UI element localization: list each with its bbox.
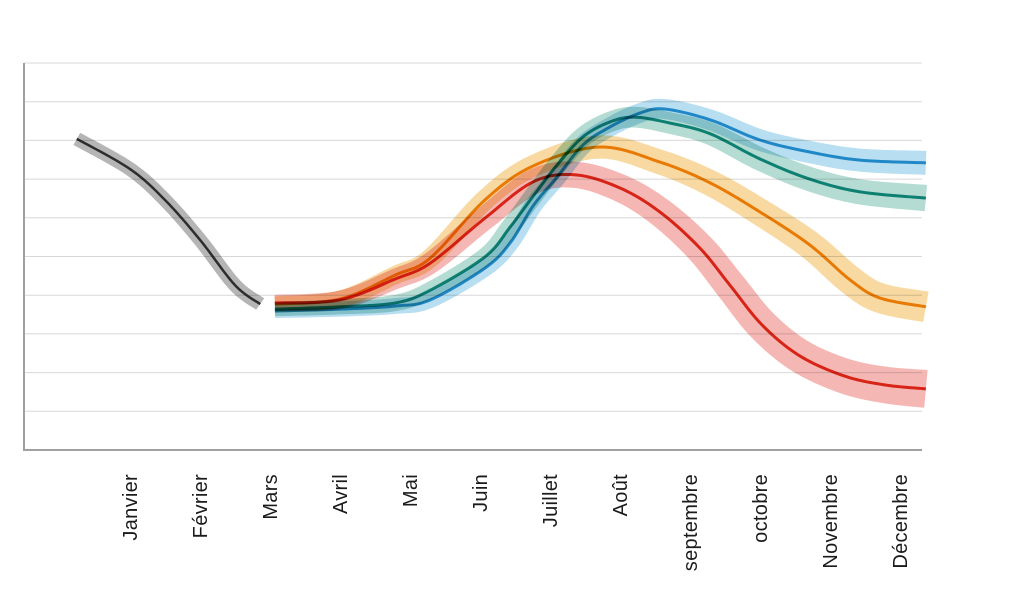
line-scenario-bleu <box>274 107 926 313</box>
x-tick-label-janvier: Janvier <box>120 474 142 541</box>
x-tick-label-juin: Juin <box>470 474 492 512</box>
x-axis-labels: Janvier Février Mars Avril Mai Juin Juillet Aoû… <box>120 474 912 571</box>
band-scenario-bleu <box>274 98 927 319</box>
x-tick-label-septembre: septembre <box>680 474 702 571</box>
x-tick-label-février: Février <box>190 474 212 538</box>
band-scenario-rouge <box>274 161 928 408</box>
x-tick-label-juillet: Juillet <box>540 474 562 527</box>
axes <box>23 63 922 451</box>
x-tick-label-août: Août <box>610 474 632 516</box>
line-scenario-orange <box>274 145 927 309</box>
band-historique-gris <box>73 132 265 310</box>
line-scenario-rouge <box>274 172 927 391</box>
x-tick-label-mars: Mars <box>260 474 282 520</box>
x-tick-label-octobre: octobre <box>750 474 772 543</box>
confidence-bands <box>73 98 929 408</box>
x-tick-label-décembre: Décembre <box>890 474 912 569</box>
x-tick-label-avril: Avril <box>330 474 352 514</box>
line-historique-gris <box>76 137 261 306</box>
series-lines <box>76 107 927 391</box>
x-tick-label-mai: Mai <box>400 474 422 507</box>
band-scenario-vert <box>274 106 928 317</box>
line-scenario-vert <box>274 115 927 311</box>
x-tick-label-novembre: Novembre <box>820 474 842 569</box>
